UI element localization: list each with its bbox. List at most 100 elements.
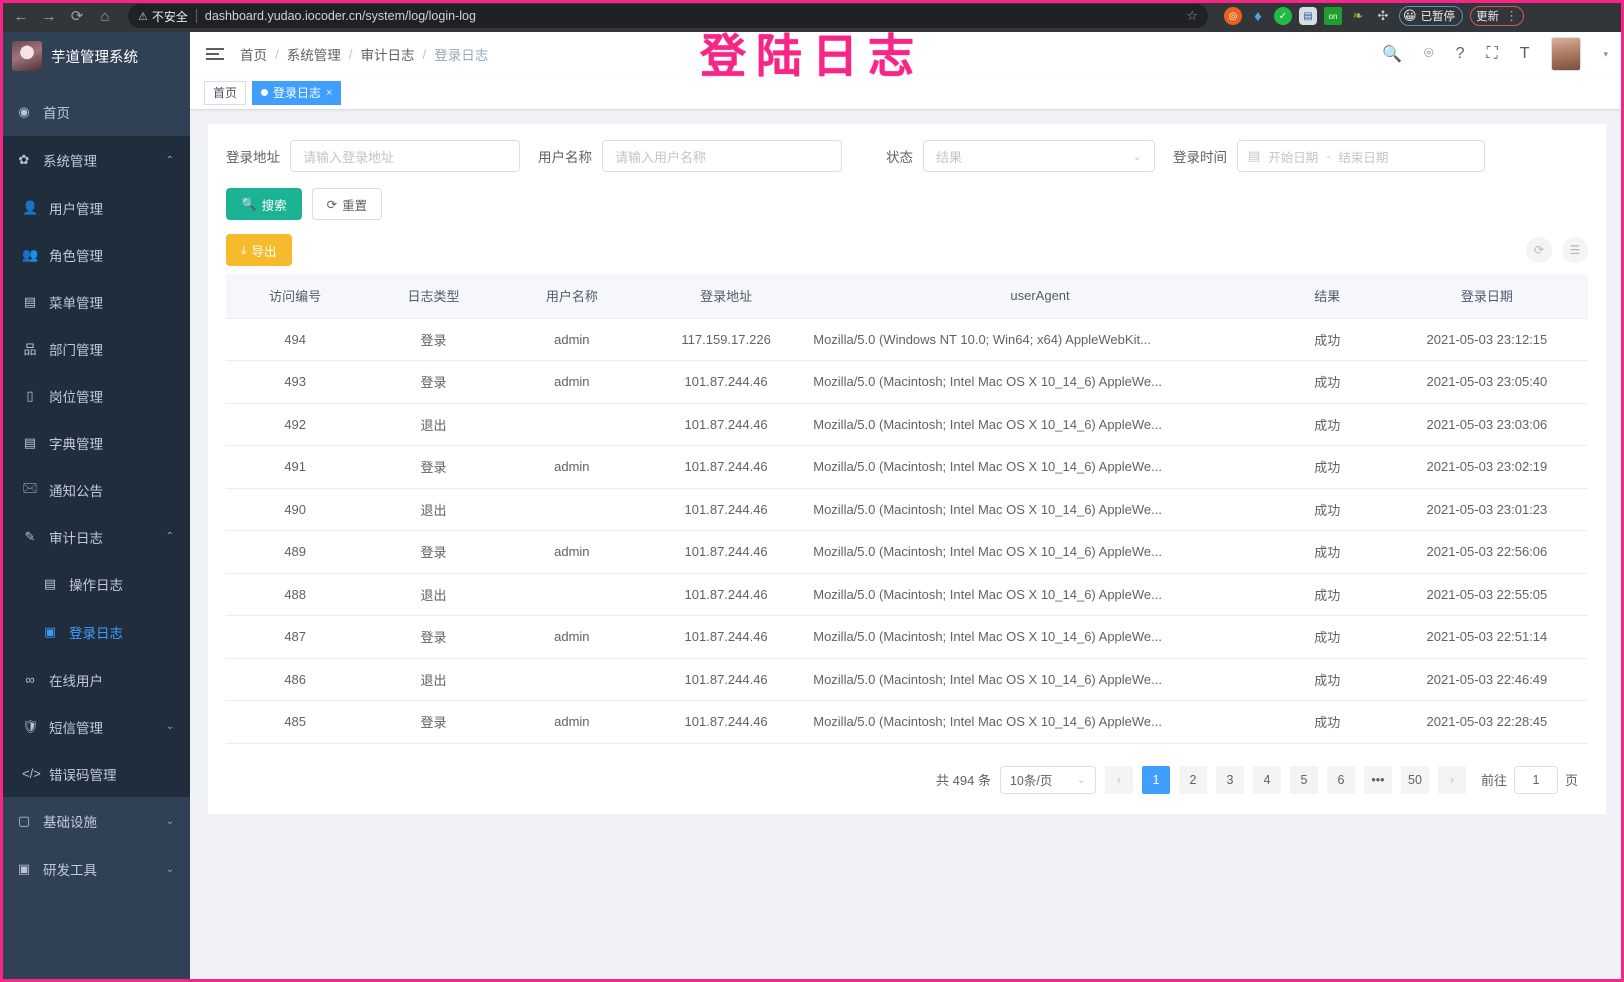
table-row[interactable]: 494 登录 admin 117.159.17.226 Mozilla/5.0 (Win… — [226, 318, 1588, 361]
sidebar-logo[interactable]: 芋道管理系统 — [0, 32, 190, 80]
column-header-result[interactable]: 结果 — [1268, 274, 1386, 319]
cell-useragent: Mozilla/5.0 (Windows NT 10.0; Win64; x64… — [811, 318, 1269, 361]
chevron-up-icon[interactable]: ⌃ — [165, 154, 174, 166]
page-button-1[interactable]: 1 — [1141, 765, 1170, 794]
sidebar-item-infrastructure[interactable]: ▢ 基础设施 ⌄ — [0, 797, 190, 845]
sidebar-item-online-users[interactable]: ∞ 在线用户 — [0, 656, 190, 703]
sidebar-item-operation-log[interactable]: ▤ 操作日志 — [0, 560, 190, 608]
extension-icon-leaf[interactable]: ❧ — [1352, 8, 1364, 23]
help-icon[interactable]: ? — [1455, 45, 1465, 62]
extension-icon-green[interactable]: ✓ — [1274, 7, 1292, 25]
reload-icon[interactable]: ⟳ — [70, 8, 84, 25]
column-header-id[interactable]: 访问编号 — [226, 274, 365, 319]
page-button-5[interactable]: 5 — [1289, 765, 1318, 794]
column-header-date[interactable]: 登录日期 — [1385, 274, 1588, 319]
login-time-range-picker[interactable]: ▤ 开始日期 - 结束日期 — [1237, 140, 1485, 172]
sidebar-item-sms[interactable]: 🛡 短信管理 ⌄ — [0, 703, 190, 750]
url-text: dashboard.yudao.iocoder.cn/system/log/lo… — [204, 9, 476, 23]
end-date-input[interactable]: 结束日期 — [1338, 150, 1389, 165]
sidebar-item-posts[interactable]: ▯ 岗位管理 — [0, 372, 190, 419]
search-button[interactable]: 🔍 搜索 — [226, 188, 302, 220]
table-row[interactable]: 490 退出 101.87.244.46 Mozilla/5.0 (Macintosh… — [226, 488, 1588, 531]
sidebar-item-login-log[interactable]: ▣ 登录日志 — [0, 608, 190, 656]
chevron-down-icon[interactable]: ▾ — [1603, 48, 1608, 59]
breadcrumb-item-system[interactable]: 系统管理 — [286, 48, 341, 63]
back-icon[interactable]: ← — [13, 7, 29, 25]
table-row[interactable]: 486 退出 101.87.244.46 Mozilla/5.0 (Macintosh… — [226, 658, 1588, 701]
sidebar-item-menus[interactable]: ▤ 菜单管理 — [0, 278, 190, 325]
page-button-6[interactable]: 6 — [1326, 765, 1355, 794]
paused-badge[interactable]: 😀 已暂停 — [1399, 6, 1464, 26]
column-header-type[interactable]: 日志类型 — [364, 274, 503, 319]
kebab-menu-icon[interactable]: ⋮ — [1505, 8, 1519, 23]
sidebar-item-departments[interactable]: 品 部门管理 — [0, 325, 190, 372]
sidebar-item-users[interactable]: 👤 用户管理 — [0, 184, 190, 231]
extension-icon-diamond[interactable]: ♦ — [1254, 7, 1262, 25]
cell-username — [502, 488, 641, 531]
table-row[interactable]: 492 退出 101.87.244.46 Mozilla/5.0 (Macintosh… — [226, 403, 1588, 446]
breadcrumb-item-audit[interactable]: 审计日志 — [360, 48, 415, 63]
bookmark-icon[interactable]: ☆ — [1186, 8, 1198, 23]
tab-home[interactable]: 首页 — [204, 80, 247, 105]
extension-icon-puzzle[interactable]: ✣ — [1377, 8, 1389, 23]
username-input[interactable]: 请输入用户名称 — [602, 140, 842, 172]
columns-icon-button[interactable]: ☰ — [1562, 237, 1588, 263]
sidebar-item-roles[interactable]: 👥 角色管理 — [0, 231, 190, 278]
page-ellipsis[interactable]: ••• — [1363, 765, 1392, 794]
table-row[interactable]: 489 登录 admin 101.87.244.46 Mozilla/5.0 (Maci… — [226, 530, 1588, 574]
tab-login-log[interactable]: 登录日志 × — [252, 80, 342, 105]
close-icon[interactable]: × — [326, 86, 333, 99]
prev-page-button[interactable]: ‹ — [1104, 765, 1133, 794]
table-row[interactable]: 493 登录 admin 101.87.244.46 Mozilla/5.0 (Maci… — [226, 360, 1588, 404]
extension-icon-on[interactable]: on — [1324, 7, 1342, 25]
address-bar[interactable]: ⚠ 不安全 dashboard.yudao.iocoder.cn/system/… — [128, 4, 1208, 28]
export-button[interactable]: ⤓ 导出 — [226, 234, 292, 266]
cell-ip: 101.87.244.46 — [640, 445, 812, 489]
github-icon[interactable]: ⌾ — [1423, 45, 1434, 62]
column-header-ip[interactable]: 登录地址 — [640, 274, 812, 319]
chevron-down-icon[interactable]: ⌄ — [165, 721, 174, 732]
sidebar-item-dev-tools[interactable]: ▣ 研发工具 ⌄ — [0, 845, 190, 893]
chevron-down-icon[interactable]: ⌄ — [165, 863, 174, 875]
sidebar-item-home[interactable]: ◉ 首页 — [0, 88, 190, 136]
next-page-button[interactable]: › — [1437, 765, 1466, 794]
column-header-username[interactable]: 用户名称 — [502, 274, 641, 319]
font-size-icon[interactable]: T — [1519, 45, 1530, 62]
refresh-icon-button[interactable]: ⟳ — [1526, 237, 1552, 263]
cell-result: 成功 — [1268, 700, 1386, 744]
jump-page-input[interactable]: 1 — [1513, 765, 1558, 794]
page-button-last[interactable]: 50 — [1400, 765, 1429, 794]
cell-date: 2021-05-03 23:02:19 — [1385, 445, 1588, 489]
table-row[interactable]: 487 登录 admin 101.87.244.46 Mozilla/5.0 (Maci… — [226, 615, 1588, 659]
page-size-select[interactable]: 10条/页 ⌄ — [999, 765, 1096, 794]
table-row[interactable]: 488 退出 101.87.244.46 Mozilla/5.0 (Macintosh… — [226, 573, 1588, 616]
status-select[interactable]: 结果 ⌄ — [923, 140, 1155, 172]
fullscreen-icon[interactable]: ⛶ — [1486, 45, 1498, 62]
home-icon[interactable]: ⌂ — [100, 7, 110, 25]
table-row[interactable]: 491 登录 admin 101.87.244.46 Mozilla/5.0 (Maci… — [226, 445, 1588, 489]
search-icon[interactable]: 🔍 — [1382, 46, 1402, 63]
sidebar-item-system[interactable]: ✿ 系统管理 ⌃ — [0, 136, 190, 184]
forward-icon[interactable]: → — [41, 7, 57, 25]
table-row[interactable]: 485 登录 admin 101.87.244.46 Mozilla/5.0 (Maci… — [226, 700, 1588, 744]
avatar[interactable] — [1551, 37, 1582, 71]
page-button-4[interactable]: 4 — [1252, 765, 1281, 794]
sidebar-item-audit-log[interactable]: ✎ 审计日志 ⌃ — [0, 513, 190, 560]
sidebar-item-notices[interactable]: 🖂 通知公告 — [0, 466, 190, 513]
column-header-useragent[interactable]: userAgent — [811, 274, 1269, 319]
chevron-down-icon[interactable]: ⌄ — [165, 815, 174, 827]
extension-icon-orange[interactable]: ◎ — [1224, 7, 1242, 25]
page-button-3[interactable]: 3 — [1215, 765, 1244, 794]
extension-icon-blue-badge[interactable]: ▤ — [1299, 7, 1317, 25]
reset-button[interactable]: ⟳ 重置 — [311, 188, 383, 220]
chevron-up-icon[interactable]: ⌃ — [165, 531, 174, 542]
breadcrumb-item-home[interactable]: 首页 — [240, 48, 267, 63]
page-button-2[interactable]: 2 — [1178, 765, 1207, 794]
login-address-input[interactable]: 请输入登录地址 — [290, 140, 520, 172]
update-button[interactable]: 更新 ⋮ — [1470, 6, 1525, 26]
sidebar-item-error-codes[interactable]: </> 错误码管理 — [0, 750, 190, 797]
sidebar-item-dictionary[interactable]: ▤ 字典管理 — [0, 419, 190, 466]
sidebar-toggle-icon[interactable] — [206, 48, 224, 60]
start-date-input[interactable]: 开始日期 — [1268, 150, 1319, 165]
cell-ip: 101.87.244.46 — [640, 615, 812, 659]
